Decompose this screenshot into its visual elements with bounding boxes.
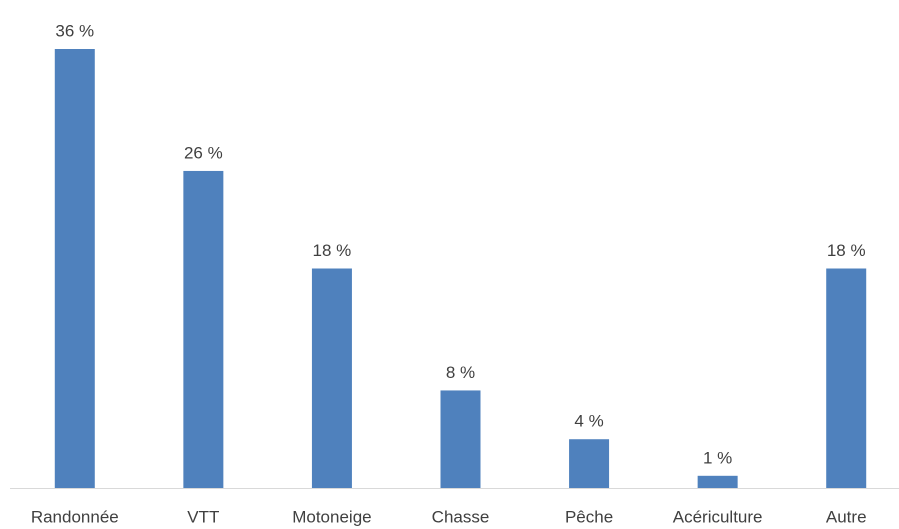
bar: [826, 268, 867, 488]
x-tick-label: Chasse: [432, 507, 490, 526]
x-tick-label: Pêche: [565, 507, 613, 526]
data-label: 18 %: [313, 241, 352, 260]
bar: [311, 268, 352, 488]
x-tick-label: Motoneige: [292, 507, 371, 526]
x-tick-label: VTT: [187, 507, 219, 526]
bar: [54, 49, 95, 488]
bar: [697, 475, 738, 488]
x-tick-label: Acériculture: [673, 507, 763, 526]
x-tick-label: Autre: [826, 507, 867, 526]
bar: [183, 170, 224, 488]
bar: [569, 439, 610, 488]
data-label: 4 %: [574, 412, 603, 431]
x-tick-label: Randonnée: [31, 507, 119, 526]
data-label: 18 %: [827, 241, 866, 260]
data-label: 1 %: [703, 448, 732, 467]
data-label: 8 %: [446, 363, 475, 382]
bar: [440, 390, 481, 488]
data-label: 26 %: [184, 143, 223, 162]
data-label: 36 %: [55, 21, 94, 40]
